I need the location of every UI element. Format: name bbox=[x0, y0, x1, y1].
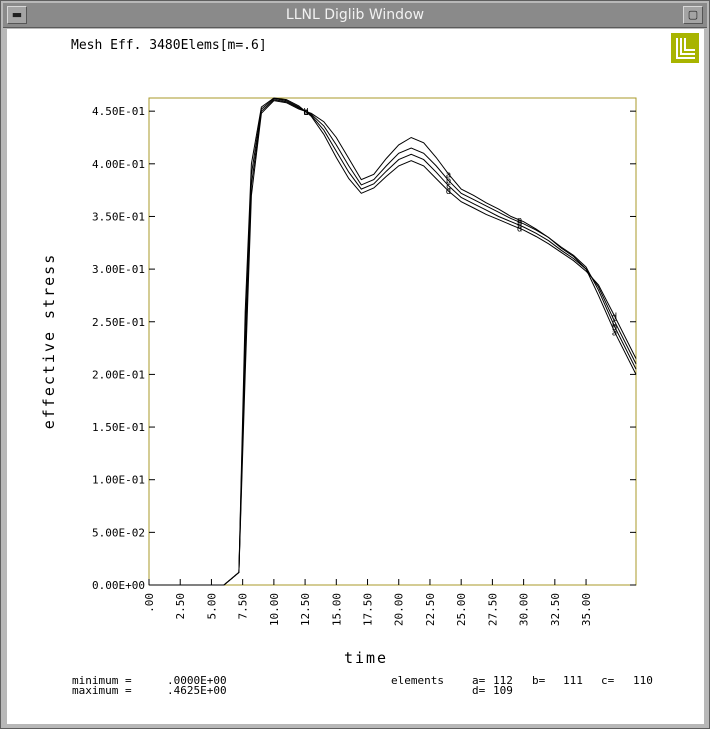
series-line-c bbox=[149, 97, 637, 586]
max-label: maximum = bbox=[72, 684, 132, 697]
element-a-value: 112 bbox=[493, 674, 513, 687]
element-b-value: 111 bbox=[563, 674, 583, 687]
max-value: .4625E+00 bbox=[167, 684, 227, 697]
x-tick-label: 25.00 bbox=[455, 593, 468, 626]
series-marker-a: a bbox=[446, 170, 451, 180]
y-tick-label: 4.50E-01 bbox=[92, 105, 145, 118]
plot-frame bbox=[148, 97, 637, 586]
window-title: LLNL Diglib Window bbox=[285, 7, 425, 23]
series-line-a bbox=[149, 100, 637, 586]
series-marker-b: b bbox=[303, 108, 308, 118]
elements-label: elements bbox=[391, 674, 444, 687]
series-marker-a: a bbox=[517, 216, 522, 226]
x-tick-label: 35.00 bbox=[580, 593, 593, 626]
x-tick-label: 17.50 bbox=[362, 593, 375, 626]
series-marker-c: c bbox=[446, 182, 451, 192]
element-d-key: d= bbox=[472, 684, 486, 697]
y-axis-title: effective stress bbox=[40, 253, 58, 430]
y-tick-label: 5.00E-02 bbox=[92, 526, 145, 539]
y-tick-label: 4.00E-01 bbox=[92, 158, 145, 171]
x-tick-label: 30.00 bbox=[518, 593, 531, 626]
series-line-d bbox=[149, 97, 637, 586]
series-line-b bbox=[149, 99, 637, 586]
window-menu-icon[interactable]: ▬ bbox=[7, 6, 27, 24]
y-tick-label: 3.50E-01 bbox=[92, 210, 145, 223]
x-tick-label: 22.50 bbox=[424, 593, 437, 626]
x-tick-label: 15.00 bbox=[330, 593, 343, 626]
series-marker-a: a bbox=[612, 328, 617, 338]
series-marker-b: b bbox=[446, 177, 451, 187]
x-tick-label: 10.00 bbox=[268, 593, 281, 626]
y-tick-label: 2.00E-01 bbox=[92, 368, 145, 381]
maximize-icon[interactable]: ▢ bbox=[683, 6, 703, 24]
plot-header: Mesh Eff. 3480Elems[m=.6] bbox=[71, 38, 267, 53]
x-axis: .00 2.50 5.00 7.50 10.00 12.50 15.00 17.50 20.00… bbox=[143, 579, 593, 626]
series-marker-c: c bbox=[612, 318, 617, 328]
x-tick-label: 12.50 bbox=[299, 593, 312, 626]
series-marker-c: c bbox=[517, 221, 522, 231]
title-bar[interactable]: ▬ LLNL Diglib Window ▢ bbox=[3, 3, 707, 28]
series-marker-d: d bbox=[446, 187, 451, 197]
x-tick-label: 32.50 bbox=[549, 593, 562, 626]
plot-canvas: Mesh Eff. 3480Elems[m=.6] 0.00E+00 5.00E-… bbox=[7, 29, 704, 724]
x-axis-title: time bbox=[344, 649, 388, 667]
series-marker-d: d bbox=[612, 312, 617, 322]
y-tick-label: 1.50E-01 bbox=[92, 421, 145, 434]
element-a-key: a= bbox=[472, 674, 486, 687]
x-tick-label: .00 bbox=[143, 593, 156, 613]
series-marker-c: c bbox=[303, 108, 308, 118]
series-marker-b: b bbox=[612, 323, 617, 333]
series-marker-d: d bbox=[517, 225, 522, 235]
min-label: minimum = bbox=[72, 674, 132, 687]
element-c-key: c= bbox=[601, 674, 615, 687]
y-tick-label: 2.50E-01 bbox=[92, 316, 145, 329]
llnl-logo-icon bbox=[671, 33, 699, 63]
x-tick-label: 2.50 bbox=[174, 593, 187, 620]
y-axis: 0.00E+00 5.00E-02 1.00E-01 1.50E-01 2.00E-01… bbox=[92, 105, 636, 592]
x-tick-label: 7.50 bbox=[237, 593, 250, 620]
x-tick-label: 5.00 bbox=[205, 593, 218, 620]
y-tick-label: 1.00E-01 bbox=[92, 474, 145, 487]
element-c-value: 110 bbox=[633, 674, 653, 687]
min-value: .0000E+00 bbox=[167, 674, 227, 687]
y-tick-label: 3.00E-01 bbox=[92, 263, 145, 276]
x-tick-label: 20.00 bbox=[393, 593, 406, 626]
chart-svg: Mesh Eff. 3480Elems[m=.6] 0.00E+00 5.00E-… bbox=[40, 33, 699, 697]
x-tick-label: 27.50 bbox=[486, 593, 499, 626]
series-marker-b: b bbox=[517, 218, 522, 228]
y-tick-label: 0.00E+00 bbox=[92, 579, 145, 592]
series-marker-d: d bbox=[303, 108, 308, 118]
element-d-value: 109 bbox=[493, 684, 513, 697]
element-b-key: b= bbox=[532, 674, 546, 687]
